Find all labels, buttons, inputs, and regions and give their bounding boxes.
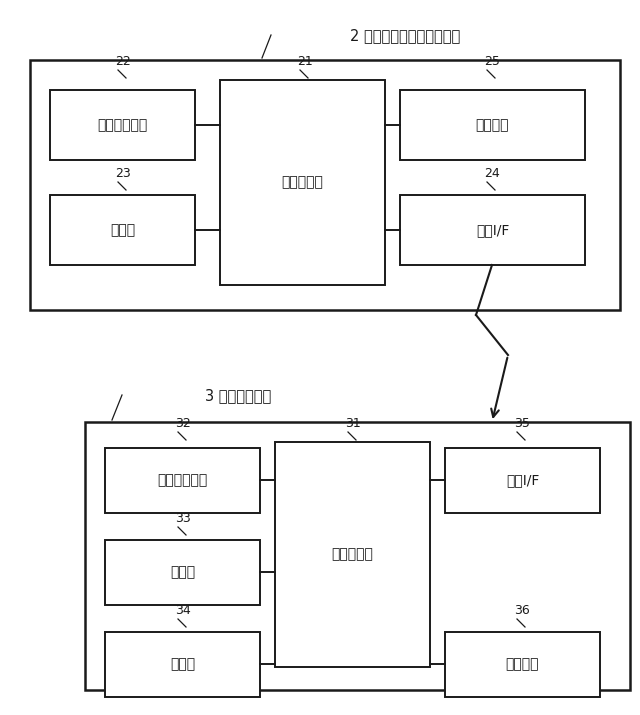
Text: 25: 25 (484, 55, 500, 68)
Text: メモリ: メモリ (170, 658, 195, 671)
Text: 31: 31 (345, 417, 361, 430)
Text: 操作部: 操作部 (170, 566, 195, 579)
Bar (400, 195, 585, 265)
Text: プロセッサ: プロセッサ (282, 175, 323, 189)
Bar (105, 632, 260, 697)
Bar (275, 442, 430, 667)
Bar (445, 632, 600, 697)
Text: 加速度センサ: 加速度センサ (97, 118, 148, 132)
Text: バッテリ: バッテリ (506, 658, 540, 671)
Text: 34: 34 (175, 604, 191, 617)
Bar (400, 90, 585, 160)
Text: 24: 24 (484, 167, 500, 180)
Text: 2 加速度センサモジュール: 2 加速度センサモジュール (350, 28, 460, 43)
Bar (105, 448, 260, 513)
Text: 3 歩行解析装置: 3 歩行解析装置 (205, 388, 271, 403)
Text: 通信I/F: 通信I/F (476, 223, 509, 237)
Text: 21: 21 (297, 55, 313, 68)
Bar (220, 80, 385, 285)
Bar (30, 60, 620, 310)
Bar (85, 422, 630, 690)
Text: ディスプレイ: ディスプレイ (157, 473, 207, 488)
Text: メモリ: メモリ (110, 223, 135, 237)
Text: 23: 23 (115, 167, 131, 180)
Text: 通信I/F: 通信I/F (506, 473, 539, 488)
Text: 33: 33 (175, 512, 191, 525)
Text: 32: 32 (175, 417, 191, 430)
Text: 35: 35 (514, 417, 530, 430)
Bar (50, 90, 195, 160)
Text: バッテリ: バッテリ (476, 118, 509, 132)
Bar (105, 540, 260, 605)
Text: 36: 36 (514, 604, 530, 617)
Text: 22: 22 (115, 55, 131, 68)
Bar (50, 195, 195, 265)
Bar (445, 448, 600, 513)
Text: プロセッサ: プロセッサ (332, 548, 373, 561)
